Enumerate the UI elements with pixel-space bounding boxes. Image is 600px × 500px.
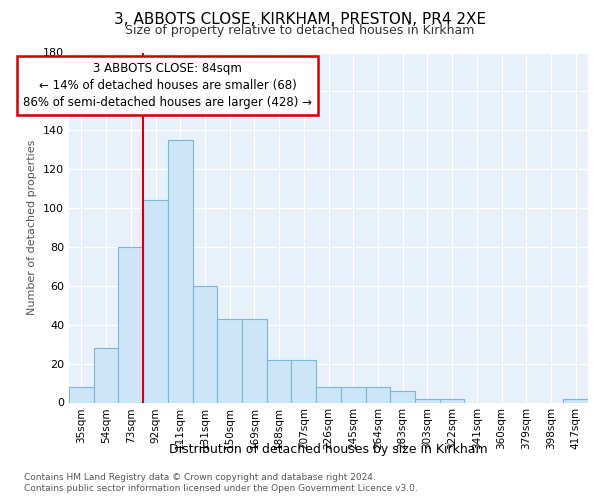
Bar — [69, 387, 94, 402]
Text: Contains HM Land Registry data © Crown copyright and database right 2024.: Contains HM Land Registry data © Crown c… — [24, 472, 376, 482]
Bar — [118, 247, 143, 402]
Bar — [168, 140, 193, 402]
Text: 3 ABBOTS CLOSE: 84sqm
← 14% of detached houses are smaller (68)
86% of semi-deta: 3 ABBOTS CLOSE: 84sqm ← 14% of detached … — [23, 62, 313, 109]
Text: Size of property relative to detached houses in Kirkham: Size of property relative to detached ho… — [125, 24, 475, 37]
Bar — [415, 398, 440, 402]
Text: Contains public sector information licensed under the Open Government Licence v3: Contains public sector information licen… — [24, 484, 418, 493]
Bar — [193, 286, 217, 403]
Bar — [390, 391, 415, 402]
Bar — [267, 360, 292, 403]
Text: Distribution of detached houses by size in Kirkham: Distribution of detached houses by size … — [169, 442, 488, 456]
Text: 3, ABBOTS CLOSE, KIRKHAM, PRESTON, PR4 2XE: 3, ABBOTS CLOSE, KIRKHAM, PRESTON, PR4 2… — [114, 12, 486, 28]
Bar — [94, 348, 118, 403]
Bar — [292, 360, 316, 403]
Y-axis label: Number of detached properties: Number of detached properties — [28, 140, 37, 315]
Bar — [217, 319, 242, 402]
Bar — [242, 319, 267, 402]
Bar — [563, 398, 588, 402]
Bar — [440, 398, 464, 402]
Bar — [316, 387, 341, 402]
Bar — [143, 200, 168, 402]
Bar — [341, 387, 365, 402]
Bar — [365, 387, 390, 402]
